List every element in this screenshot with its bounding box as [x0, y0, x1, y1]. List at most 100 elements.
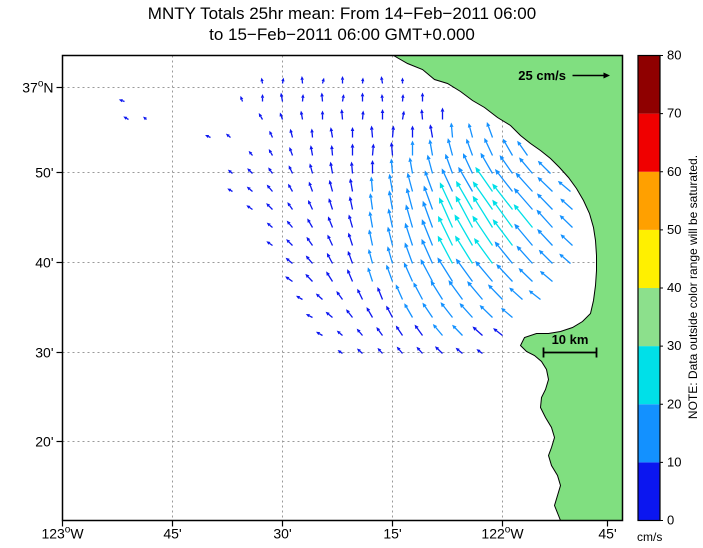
vector-head	[494, 241, 500, 248]
vector-arrow	[440, 107, 445, 120]
vector-arrow	[519, 157, 533, 174]
vector-shaft	[408, 177, 414, 192]
vector-arrow	[559, 253, 571, 264]
vector-shaft	[477, 171, 494, 192]
vector-head	[325, 311, 330, 316]
vector-head	[509, 287, 514, 293]
vector-shaft	[563, 201, 573, 210]
vector-shaft	[350, 182, 354, 192]
vector-head	[377, 347, 382, 352]
vector-head	[423, 185, 428, 192]
vector-arrow	[227, 169, 233, 174]
vector-shaft	[457, 200, 474, 228]
vector-arrow	[486, 121, 494, 138]
vector-shaft	[424, 190, 434, 210]
vector-shaft	[562, 217, 573, 228]
vector-arrow	[408, 157, 414, 174]
vector-shaft	[519, 249, 533, 264]
vector-arrow	[301, 94, 305, 102]
vector-head	[475, 166, 481, 173]
vector-head	[517, 140, 522, 146]
vector-shaft	[329, 183, 334, 192]
vector-shaft	[268, 187, 273, 192]
vector-arrow	[269, 130, 274, 138]
vector-arrow	[479, 304, 493, 318]
vector-arrow	[389, 158, 394, 174]
vector-head	[434, 346, 440, 351]
vector-head	[301, 94, 305, 98]
vector-shaft	[369, 215, 374, 228]
vector-arrow	[377, 347, 383, 354]
vector-arrow	[536, 193, 553, 210]
vector-arrow	[456, 180, 474, 210]
vector-arrow	[426, 154, 434, 174]
colorbar-tick-label: 20	[667, 396, 681, 411]
axes-border	[61, 54, 624, 522]
vector-shaft	[409, 161, 414, 174]
vector-shaft	[387, 268, 394, 282]
vector-arrow	[440, 302, 454, 318]
vector-head	[366, 307, 371, 312]
vector-head	[348, 214, 352, 220]
vector-arrow	[395, 284, 404, 300]
vector-head	[329, 161, 333, 167]
vector-shaft	[328, 238, 334, 246]
tick-label: 30'	[273, 526, 291, 542]
colorbar-tick-label: 10	[667, 454, 681, 469]
colorbar-tick-label: 60	[667, 164, 681, 179]
vector-shaft	[371, 147, 374, 156]
vector-head	[401, 110, 406, 115]
vector-head	[349, 161, 354, 166]
vector-arrow	[348, 214, 354, 228]
vector-shaft	[406, 209, 414, 228]
vector-arrow	[484, 137, 494, 156]
vector-arrow	[360, 92, 365, 102]
vector-head	[537, 160, 543, 166]
map-area: 123oW 45' 30' 15' 122oW 45' 37oN 50' 40' 30' 20'	[22, 54, 624, 542]
vector-shaft	[371, 129, 374, 138]
vector-head	[266, 241, 271, 245]
vector-shaft	[560, 183, 571, 192]
vector-shaft	[328, 256, 334, 264]
vector-head	[258, 113, 263, 118]
vector-head	[350, 143, 355, 148]
vector-arrow	[330, 145, 334, 156]
vector-shaft	[442, 305, 454, 318]
tick-label: 122oW	[481, 525, 524, 542]
vector-arrow	[473, 238, 494, 264]
vector-head	[281, 77, 285, 82]
vector-shaft	[310, 167, 314, 174]
vector-arrow	[308, 181, 314, 192]
colorbar-segment	[638, 404, 660, 463]
vector-arrow	[444, 153, 454, 174]
vector-arrow	[266, 222, 273, 228]
vector-arrow	[487, 284, 503, 300]
vector-arrow	[406, 172, 414, 192]
vector-arrow	[496, 263, 513, 282]
vector-head	[327, 234, 331, 240]
vector-shaft	[475, 185, 494, 210]
vector-shaft	[425, 174, 434, 192]
vector-arrow	[288, 165, 294, 174]
vector-arrow	[246, 205, 253, 211]
vector-head	[305, 273, 310, 279]
vector-arrow	[416, 346, 423, 354]
vector-head	[380, 94, 384, 98]
vector-shaft	[280, 96, 284, 102]
vector-head	[368, 229, 372, 235]
vector-head	[268, 149, 273, 154]
vector-arrow	[315, 293, 323, 300]
reference-arrow	[572, 72, 610, 79]
vector-head	[118, 99, 123, 103]
colorbar-note: NOTE: Data outside color range will be s…	[686, 155, 700, 419]
vector-arrow	[400, 77, 405, 84]
vector-shaft	[406, 227, 414, 246]
vector-arrow	[308, 199, 314, 210]
vector-shaft	[485, 141, 494, 156]
vector-arrow	[423, 185, 434, 210]
vector-head	[347, 232, 352, 238]
vector-shaft	[308, 221, 314, 228]
vector-head	[341, 94, 345, 99]
vector-head	[269, 130, 273, 135]
vector-arrow	[537, 160, 551, 174]
